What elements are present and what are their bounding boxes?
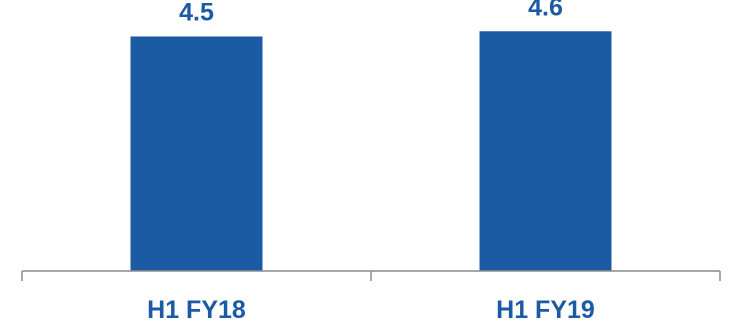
data-label: 4.5 bbox=[179, 0, 214, 26]
bars-group bbox=[130, 31, 612, 272]
data-label: 4.6 bbox=[528, 0, 563, 21]
bar-h1-fy19 bbox=[479, 31, 612, 272]
bar-h1-fy18 bbox=[130, 36, 263, 271]
x-tick-labels-group: H1 FY18 H1 FY19 bbox=[147, 296, 595, 324]
data-labels-group: 4.5 4.6 bbox=[179, 0, 563, 26]
x-tick-label: H1 FY18 bbox=[147, 296, 246, 324]
x-axis-ticks bbox=[21, 271, 721, 281]
x-tick-label: H1 FY19 bbox=[496, 296, 595, 324]
